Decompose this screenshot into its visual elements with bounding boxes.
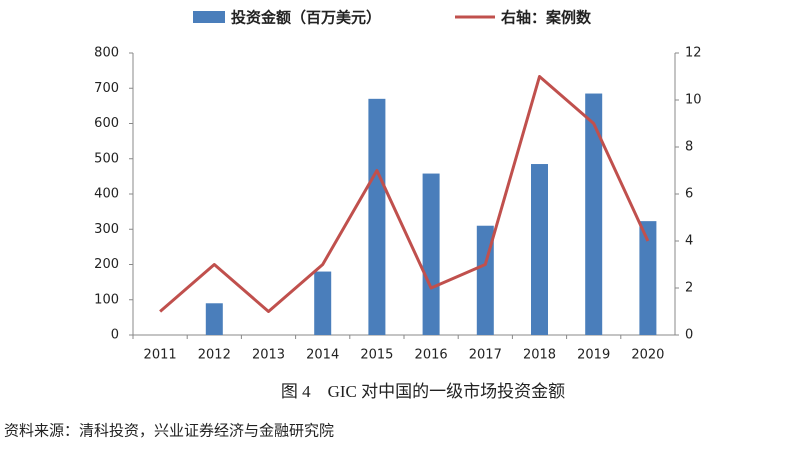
- chart-source: 资料来源：清科投资，兴业证券经济与金融研究院: [4, 421, 334, 439]
- y2-tick-label: 6: [685, 187, 693, 202]
- y-tick-label: 400: [94, 187, 119, 202]
- y-tick-label: 600: [94, 116, 119, 131]
- x-tick-label: 2016: [415, 348, 448, 363]
- bar: [422, 173, 440, 335]
- y2-tick-label: 12: [685, 46, 702, 61]
- legend-swatch: [193, 11, 225, 23]
- bar: [639, 221, 657, 335]
- y-tick-label: 100: [94, 292, 119, 307]
- x-tick-label: 2011: [144, 348, 177, 363]
- y2-tick-label: 10: [685, 93, 702, 108]
- bar: [368, 98, 386, 335]
- legend-label: 投资金额（百万美元）: [231, 9, 381, 27]
- x-tick-label: 2018: [523, 348, 556, 363]
- x-tick-label: 2019: [577, 348, 610, 363]
- y2-tick-label: 4: [685, 234, 693, 249]
- y-tick-label: 300: [94, 222, 119, 237]
- bar: [205, 303, 223, 335]
- legend-label: 右轴：案例数: [501, 9, 592, 27]
- y2-tick-label: 0: [685, 328, 693, 343]
- y-tick-label: 700: [94, 81, 119, 96]
- bar: [531, 164, 548, 335]
- x-tick-label: 2014: [306, 348, 339, 363]
- x-tick-label: 2013: [252, 348, 285, 363]
- x-tick-label: 2017: [469, 348, 502, 363]
- bar: [314, 271, 332, 335]
- y2-tick-label: 2: [685, 281, 693, 296]
- chart-caption: 图 4 GIC 对中国的一级市场投资金额: [281, 382, 565, 401]
- y2-tick-label: 8: [685, 140, 693, 155]
- y-tick-label: 800: [94, 46, 119, 61]
- bar: [585, 93, 603, 335]
- y-tick-label: 0: [111, 328, 119, 343]
- x-tick-label: 2015: [360, 348, 393, 363]
- x-tick-label: 2020: [631, 348, 664, 363]
- x-tick-label: 2012: [198, 348, 231, 363]
- y-tick-label: 200: [94, 257, 119, 272]
- y-tick-label: 500: [94, 151, 119, 166]
- line: [159, 75, 650, 313]
